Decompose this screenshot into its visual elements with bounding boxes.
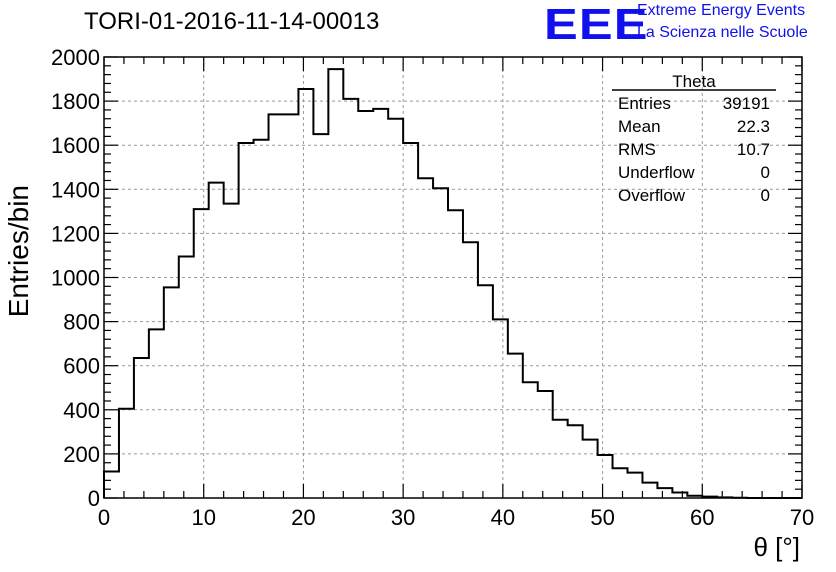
x-tick-label: 70 — [790, 505, 814, 530]
stats-label: Entries — [618, 94, 671, 113]
y-tick-label: 400 — [63, 398, 100, 423]
y-tick-label: 200 — [63, 442, 100, 467]
y-tick-label: 1400 — [51, 177, 100, 202]
stats-value: 0 — [761, 163, 770, 182]
x-tick-label: 40 — [491, 505, 515, 530]
eee-logo: EEE — [544, 0, 649, 49]
x-axis-label: θ [°] — [753, 532, 800, 562]
stats-label: Overflow — [618, 186, 686, 205]
y-tick-label: 600 — [63, 354, 100, 379]
stats-label: Mean — [618, 117, 661, 136]
stats-label: RMS — [618, 140, 656, 159]
y-tick-label: 800 — [63, 310, 100, 335]
y-tick-label: 1800 — [51, 89, 100, 114]
histogram-series — [103, 68, 802, 499]
stats-value: 22.3 — [737, 117, 770, 136]
logo-line-1: Extreme Energy Events — [637, 2, 806, 19]
y-axis-label: Entries/bin — [3, 185, 34, 318]
x-tick-label: 0 — [98, 505, 110, 530]
stats-label: Underflow — [618, 163, 695, 182]
x-tick-label: 60 — [690, 505, 714, 530]
stats-value: 0 — [761, 186, 770, 205]
stats-value: 39191 — [723, 94, 770, 113]
x-tick-label: 50 — [590, 505, 614, 530]
logo-line-2: La Scienza nelle Scuole — [637, 24, 808, 41]
y-tick-label: 0 — [88, 486, 100, 511]
stats-title: Theta — [672, 72, 716, 91]
x-tick-label: 10 — [191, 505, 215, 530]
stats-value: 10.7 — [737, 140, 770, 159]
y-tick-label: 1000 — [51, 266, 100, 291]
y-tick-label: 1600 — [51, 133, 100, 158]
y-tick-label: 1200 — [51, 221, 100, 246]
x-tick-label: 30 — [391, 505, 415, 530]
x-tick-label: 20 — [291, 505, 315, 530]
y-tick-label: 2000 — [51, 45, 100, 70]
chart-title: TORI-01-2016-11-14-00013 — [84, 8, 380, 35]
